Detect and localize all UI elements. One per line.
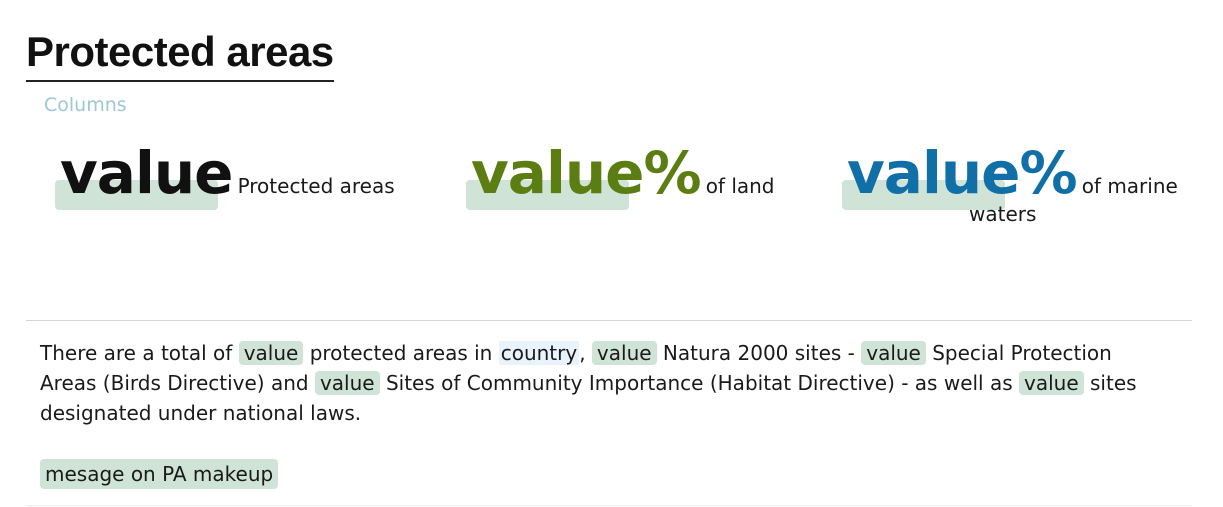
divider: [26, 505, 1192, 506]
stat-value-text: value: [471, 139, 644, 207]
columns-link[interactable]: Columns: [44, 94, 127, 116]
summary-text-part: ,: [579, 341, 586, 365]
stat-suffix: %: [643, 139, 701, 207]
stat-value[interactable]: value%: [842, 138, 1078, 210]
stat-protected-areas: value Protected areas: [55, 138, 395, 210]
summary-text-part: Natura 2000 sites -: [662, 341, 855, 365]
stat-value[interactable]: value%: [466, 138, 702, 210]
page-title: Protected areas: [26, 26, 334, 82]
value-chip[interactable]: value: [1019, 371, 1084, 395]
stat-marine-waters: value% of marine waters: [842, 138, 1187, 226]
divider: [26, 320, 1192, 321]
country-chip[interactable]: country: [498, 341, 580, 365]
stat-label: of land: [705, 174, 775, 198]
message-chip[interactable]: mesage on PA makeup: [40, 459, 279, 489]
stat-value[interactable]: value: [55, 138, 233, 210]
summary-text-part: There are a total of: [40, 341, 233, 365]
stat-label: of marine: [1081, 174, 1178, 198]
value-chip[interactable]: value: [591, 341, 657, 365]
stat-land: value% of land: [466, 138, 775, 210]
value-chip[interactable]: value: [238, 341, 304, 365]
summary-text: There are a total of value protected are…: [40, 338, 1160, 428]
stat-label: Protected areas: [237, 174, 395, 198]
stat-suffix: %: [1019, 139, 1077, 207]
stat-value-text: value: [60, 139, 233, 207]
stat-value-text: value: [847, 139, 1020, 207]
summary-text-part: sites designated under national laws.: [40, 371, 1137, 425]
summary-text-part: Sites of Community Importance (Habitat D…: [385, 371, 1013, 395]
summary-text-part: Special Protection Areas (Birds Directiv…: [40, 341, 1112, 395]
summary-text-part: protected areas in: [309, 341, 493, 365]
value-chip[interactable]: value: [314, 371, 380, 395]
stat-label-line2: waters: [969, 202, 1037, 226]
value-chip[interactable]: value: [861, 341, 926, 365]
